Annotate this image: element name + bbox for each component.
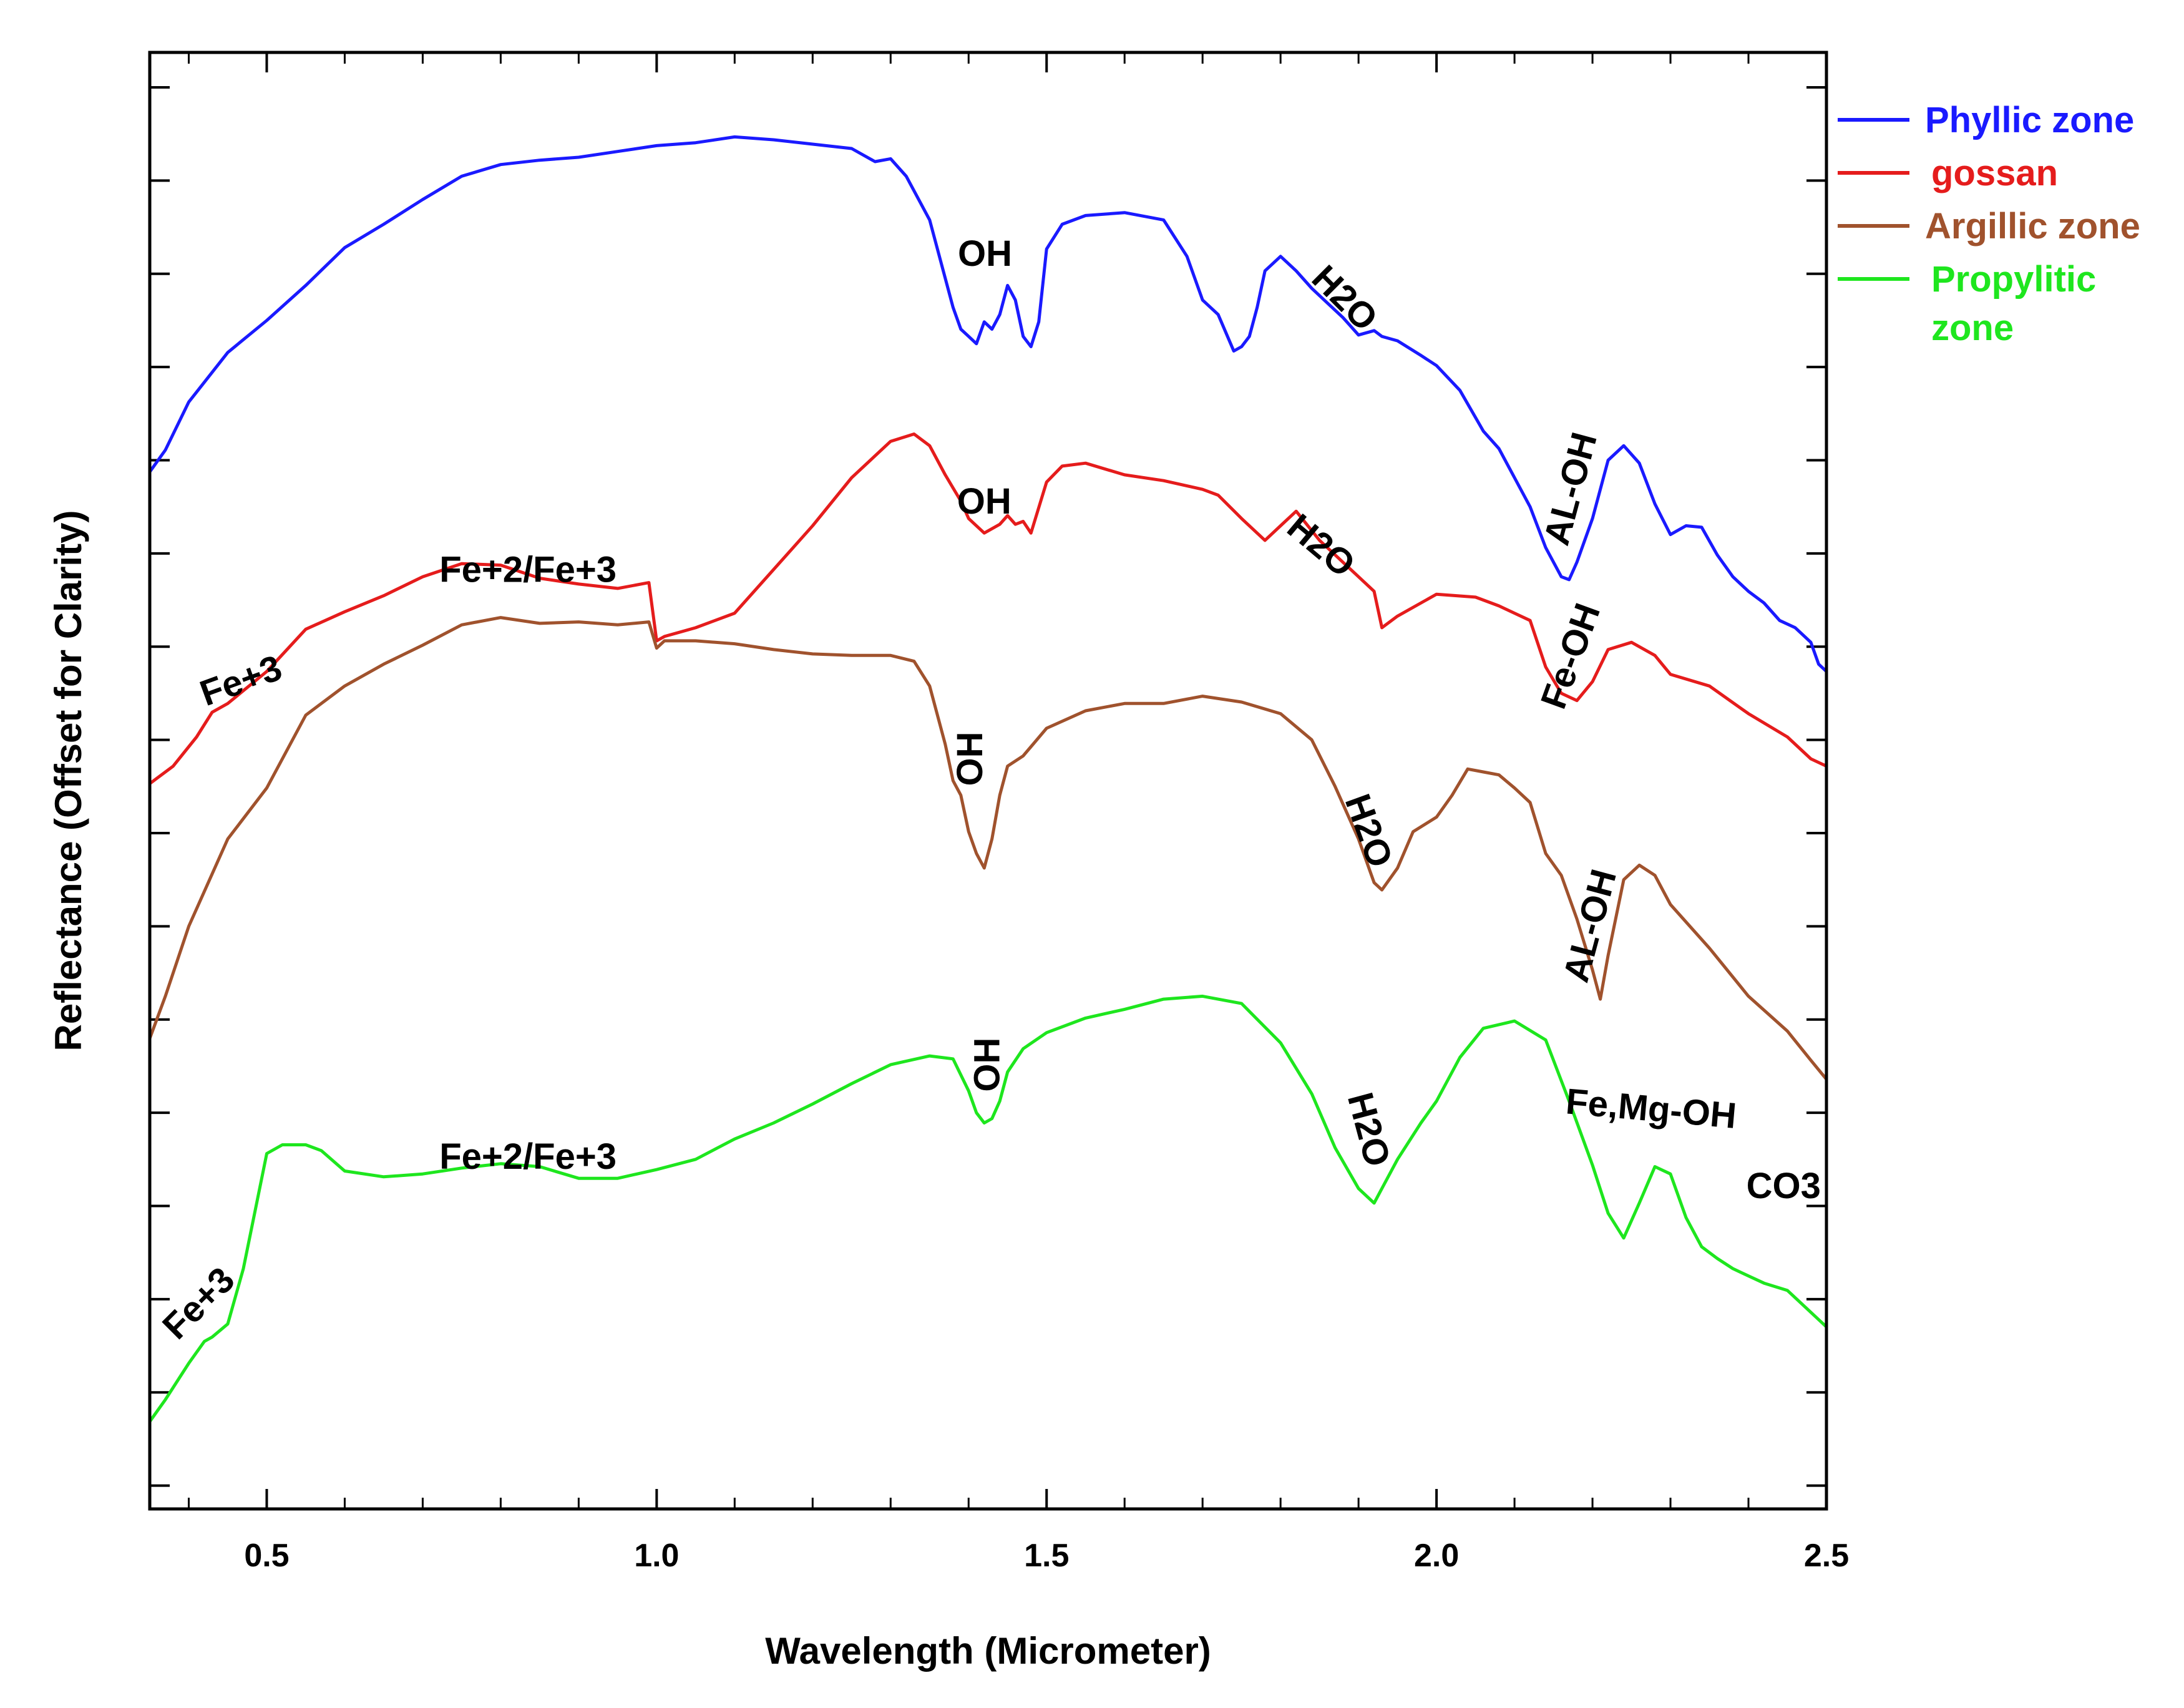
legend-label-0: Phyllic zone [1925, 100, 2134, 140]
x-tick-label-2: 1.5 [1024, 1538, 1069, 1574]
series-line-gossan [148, 432, 1828, 786]
x-tick-label-4: 2.5 [1804, 1538, 1849, 1574]
annotation-label: Fe+2/Fe+3 [439, 1136, 617, 1177]
x-tick-label-0: 0.5 [244, 1538, 289, 1574]
annotation-label: OH [958, 233, 1012, 274]
plot-frame [148, 51, 1828, 1511]
series-line-argillic-zone [148, 616, 1828, 1081]
annotation-label: CO3 [1747, 1166, 1821, 1206]
legend-label-2: Argillic zone [1925, 206, 2140, 246]
annotation-label: OH [950, 731, 990, 786]
annotation-label: OH [967, 1038, 1007, 1092]
x-axis-title: Wavelength (Micrometer) [765, 1630, 1211, 1672]
series-line-propylitic-zone [148, 994, 1828, 1423]
x-tick-label-1: 1.0 [634, 1538, 679, 1574]
annotation-label: OH [957, 481, 1012, 522]
x-tick-label-3: 2.0 [1414, 1538, 1459, 1574]
annotation-label: Fe+2/Fe+3 [439, 550, 617, 590]
legend-label-3: zone [1931, 308, 2014, 348]
series-line-phyllic-zone [148, 135, 1828, 673]
legend-label-3: Propylitic [1931, 259, 2096, 300]
legend-label-1: gossan [1931, 153, 2058, 193]
y-axis-title: Reflectance (Offset for Clarity) [47, 510, 89, 1052]
